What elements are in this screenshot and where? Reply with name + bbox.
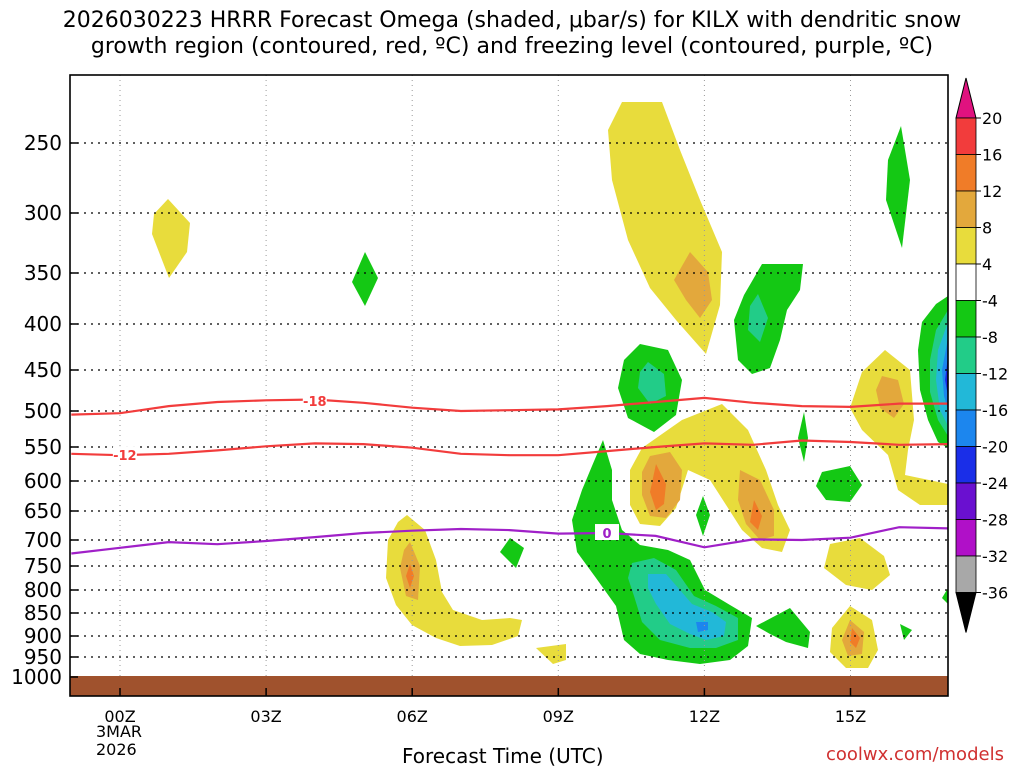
colorbar-bin-3 [955, 227, 977, 265]
y-tick-label-600: 600 [24, 469, 62, 493]
colorbar-label-6: -8 [982, 328, 998, 347]
omega-sinking-area [608, 102, 722, 354]
colorbar-bin-6 [955, 336, 977, 374]
omega-rising-area [638, 362, 666, 404]
omega-rising-area [942, 338, 948, 410]
dgz-minus-18-label-bg [302, 392, 327, 409]
omega-sinking-area [876, 376, 904, 418]
y-tick-label-350: 350 [24, 261, 62, 285]
dgz-minus-18-label: -18 [303, 395, 327, 410]
omega-sinking-area [536, 644, 566, 664]
freezing-level-0-label: 0 [602, 527, 611, 542]
colorbar-label-4: 4 [982, 255, 992, 274]
colorbar-bin-12 [955, 555, 977, 593]
dgz-minus-12-line [71, 439, 948, 457]
dgz-minus-12-label: -12 [113, 449, 137, 464]
freezing-level-0-label-bg [595, 524, 619, 541]
y-tick-label-750: 750 [24, 554, 62, 578]
chart-title-line1: 2026030223 HRRR Forecast Omega (shaded, … [62, 8, 962, 33]
omega-rising-area [696, 622, 708, 632]
omega-rising-area [756, 608, 810, 648]
freezing-level-0-line [71, 526, 948, 555]
omega-rising-area [696, 496, 710, 536]
colorbar-bin-4 [955, 263, 977, 301]
y-tick-label-300: 300 [24, 201, 62, 225]
omega-sinking-area [750, 500, 762, 530]
colorbar-bin-2 [955, 190, 977, 228]
y-tick-label-650: 650 [24, 499, 62, 523]
omega-sinking-area [152, 199, 190, 278]
omega-rising-area [734, 264, 803, 374]
colorbar-bin-8 [955, 409, 977, 447]
y-tick-label-850: 850 [24, 601, 62, 625]
omega-sinking-area [674, 252, 712, 318]
colorbar-label-1: 16 [982, 146, 1002, 165]
y-tick-label-1000: 1000 [11, 665, 62, 689]
y-tick-label-800: 800 [24, 578, 62, 602]
colorbar-bin-1 [955, 154, 977, 192]
x-tick-label-12Z: 12Z [689, 707, 720, 726]
y-tick-label-900: 900 [24, 624, 62, 648]
colorbar-label-13: -36 [982, 584, 1008, 603]
omega-sinking-area [650, 464, 666, 510]
colorbar-bin-11 [955, 519, 977, 557]
omega-rising-area [936, 322, 948, 426]
colorbar-bin-9 [955, 446, 977, 484]
omega-rising-area [748, 294, 768, 342]
colorbar-label-11: -28 [982, 511, 1008, 530]
x-tick-label-09Z: 09Z [543, 707, 574, 726]
colorbar-label-2: 12 [982, 182, 1002, 201]
colorbar-bin-10 [955, 482, 977, 520]
omega-rising-area [900, 624, 912, 640]
colorbar-bin-0 [955, 117, 977, 155]
omega-rising-area [352, 252, 378, 306]
x-tick-label-03Z: 03Z [250, 707, 281, 726]
omega-rising-area [500, 538, 524, 568]
colorbar-over-triangle [955, 77, 977, 119]
colorbar-label-9: -20 [982, 438, 1008, 457]
y-tick-label-700: 700 [24, 528, 62, 552]
y-tick-label-950: 950 [24, 645, 62, 669]
omega-rising-area [942, 588, 948, 604]
omega-sinking-area [824, 538, 890, 590]
colorbar-label-8: -16 [982, 401, 1008, 420]
dgz-minus-18-line [71, 396, 948, 416]
colorbar-label-10: -24 [982, 474, 1008, 493]
y-tick-label-500: 500 [24, 399, 62, 423]
y-tick-label-400: 400 [24, 312, 62, 336]
colorbar-bin-7 [955, 373, 977, 411]
colorbar-label-5: -4 [982, 292, 998, 311]
credit-text: coolwx.com/models [826, 744, 1004, 765]
colorbar-label-7: -12 [982, 365, 1008, 384]
omega-sinking-area [850, 628, 860, 648]
plot-frame [69, 74, 949, 697]
date-label-year: 2026 [96, 740, 137, 759]
omega-rising-area [886, 126, 910, 248]
chart-title-line2: growth region (contoured, red, ºC) and f… [90, 34, 934, 59]
dgz-minus-12-label-bg [112, 446, 137, 463]
colorbar-bin-5 [955, 300, 977, 338]
x-tick-label-06Z: 06Z [397, 707, 428, 726]
x-axis-title: Forecast Time (UTC) [402, 744, 604, 768]
x-tick-label-00Z: 00Z [104, 707, 135, 726]
colorbar-label-12: -32 [982, 547, 1008, 566]
x-tick-label-15Z: 15Z [835, 707, 866, 726]
omega-rising-area [798, 412, 808, 462]
omega-sinking-area [850, 350, 948, 505]
y-tick-label-550: 550 [24, 435, 62, 459]
y-tick-label-250: 250 [24, 131, 62, 155]
omega-rising-area [816, 466, 862, 502]
colorbar-label-3: 8 [982, 219, 992, 238]
ground-surface [70, 676, 948, 696]
date-label-month: 3MAR [96, 722, 143, 741]
colorbar-label-0: 20 [982, 109, 1002, 128]
colorbar-under-triangle [955, 592, 977, 633]
y-tick-label-450: 450 [24, 358, 62, 382]
